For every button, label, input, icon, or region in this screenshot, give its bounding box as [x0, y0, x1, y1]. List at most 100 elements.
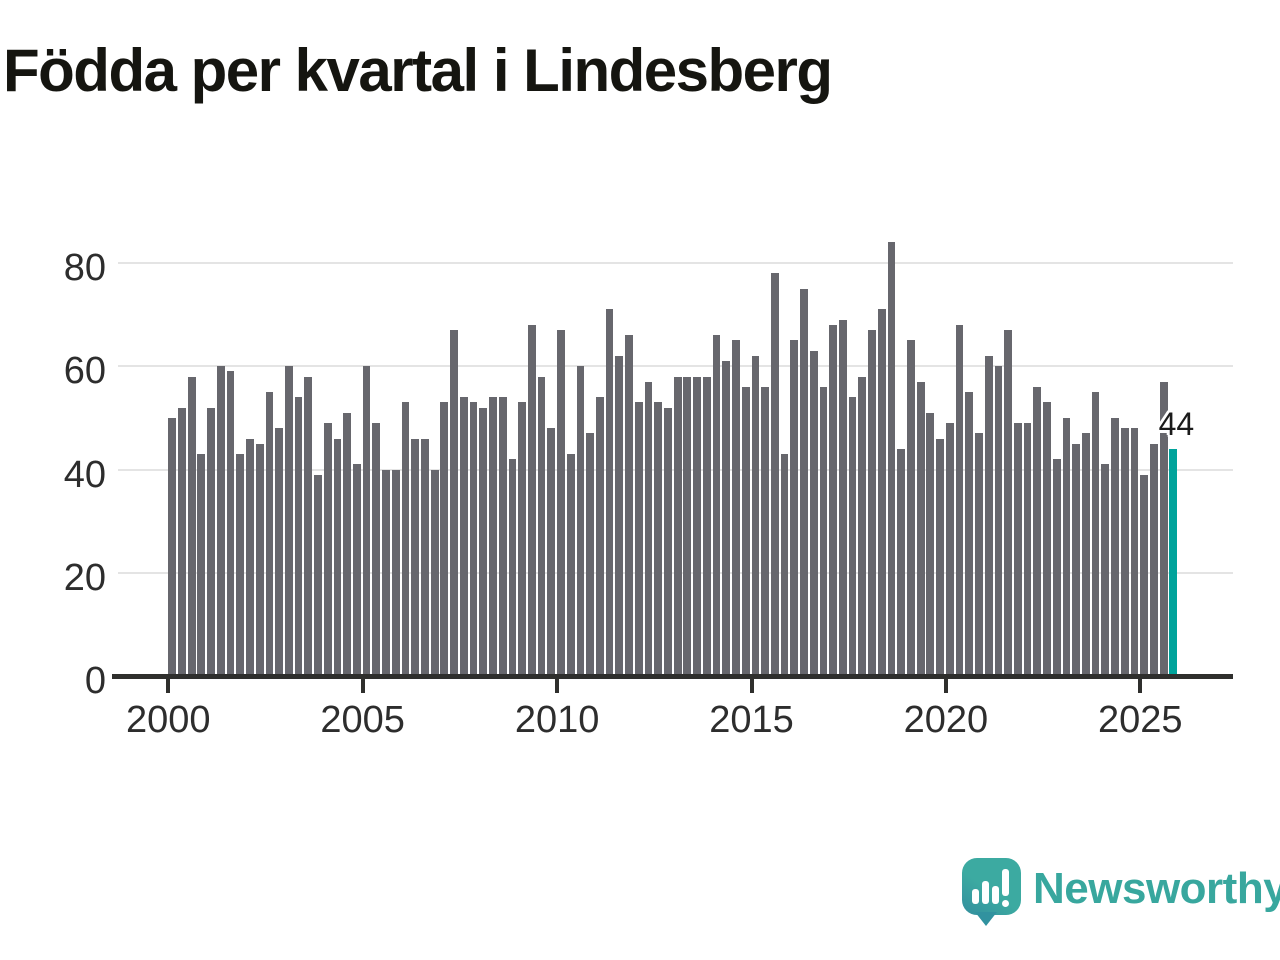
x-axis-label: 2020 — [903, 699, 989, 741]
bar — [809, 350, 818, 676]
grid-line — [118, 262, 1233, 264]
logo-speech-bubble-icon — [962, 858, 1021, 915]
x-axis-tick-mark — [1138, 678, 1143, 693]
bar — [469, 402, 478, 676]
bar — [391, 469, 400, 676]
bar — [907, 340, 915, 676]
logo-wordmark: Newsworthy — [1033, 864, 1280, 913]
bar — [440, 402, 449, 676]
x-axis-label: 2005 — [320, 699, 405, 741]
bar — [605, 309, 614, 676]
bar — [732, 340, 740, 676]
bar — [877, 309, 886, 676]
logo-bar-icon — [972, 889, 979, 904]
x-axis-label: 2010 — [514, 699, 600, 741]
bar — [187, 376, 196, 676]
bar — [965, 392, 974, 676]
logo-exclamation-icon — [1002, 869, 1009, 896]
bar — [382, 469, 390, 676]
bar — [1052, 459, 1061, 676]
bar — [819, 386, 828, 676]
bar — [1159, 381, 1168, 676]
bar — [1033, 386, 1042, 676]
bar — [566, 454, 575, 676]
bar — [372, 423, 381, 676]
bar — [936, 438, 944, 676]
bar — [518, 402, 527, 676]
bar — [1043, 402, 1051, 676]
bar — [226, 371, 235, 676]
y-axis-label: 40 — [63, 453, 106, 496]
bar — [1062, 417, 1071, 676]
x-axis-label: 2015 — [709, 699, 794, 741]
bar — [479, 407, 488, 676]
bar — [294, 397, 303, 676]
bar — [265, 392, 274, 676]
bar — [284, 366, 293, 676]
bar — [275, 428, 284, 676]
bar — [401, 402, 410, 676]
bar — [664, 407, 672, 676]
bar — [1013, 423, 1022, 676]
bar — [557, 330, 565, 676]
y-axis-label: 60 — [63, 350, 106, 393]
bar — [858, 376, 867, 676]
logo-speech-bubble-tail — [975, 912, 997, 926]
bar — [508, 459, 517, 676]
bar — [712, 335, 721, 676]
bar — [1091, 392, 1100, 676]
bar — [1130, 428, 1139, 676]
bar — [333, 438, 342, 676]
bar — [304, 376, 313, 676]
bar — [537, 376, 546, 676]
bar — [411, 438, 420, 676]
bar — [838, 319, 847, 676]
bar — [644, 381, 653, 676]
bar — [654, 402, 663, 676]
bar — [1140, 474, 1149, 676]
bar — [1072, 443, 1081, 676]
bar — [323, 423, 332, 676]
y-axis-label: 0 — [84, 660, 106, 702]
bar — [955, 324, 964, 676]
bar — [897, 448, 906, 676]
bar — [615, 355, 624, 676]
logo-exclamation-dot-icon — [1002, 900, 1009, 907]
bar — [761, 386, 770, 676]
x-axis-tick-mark — [360, 678, 365, 693]
bar — [926, 412, 935, 676]
bar — [741, 386, 750, 676]
newsworthy-logo: Newsworthy — [962, 856, 1280, 928]
bar — [430, 469, 439, 676]
bar — [314, 474, 322, 676]
bar — [916, 381, 925, 676]
bar — [1023, 423, 1032, 676]
bar — [722, 361, 731, 676]
x-axis-tick-mark — [943, 678, 948, 693]
bar — [829, 324, 838, 676]
bar — [527, 324, 536, 676]
bar — [178, 407, 186, 676]
bar — [790, 340, 799, 676]
bar — [595, 397, 604, 676]
bar — [673, 376, 682, 676]
bar — [994, 366, 1003, 676]
bar — [634, 402, 643, 676]
grid-line — [118, 365, 1233, 368]
logo-bar-icon — [982, 881, 989, 904]
x-axis-tick-mark — [166, 678, 171, 693]
bar — [1111, 417, 1119, 676]
highlighted-bar — [1169, 448, 1178, 676]
bar — [168, 417, 177, 676]
bar — [770, 273, 779, 676]
bar — [362, 366, 371, 676]
bar — [868, 330, 876, 676]
bar — [459, 397, 468, 676]
x-axis-line — [112, 673, 1233, 679]
bar — [1120, 428, 1129, 676]
bar — [421, 438, 429, 676]
bar — [751, 355, 760, 676]
bar — [945, 423, 954, 676]
bar — [1004, 330, 1013, 676]
